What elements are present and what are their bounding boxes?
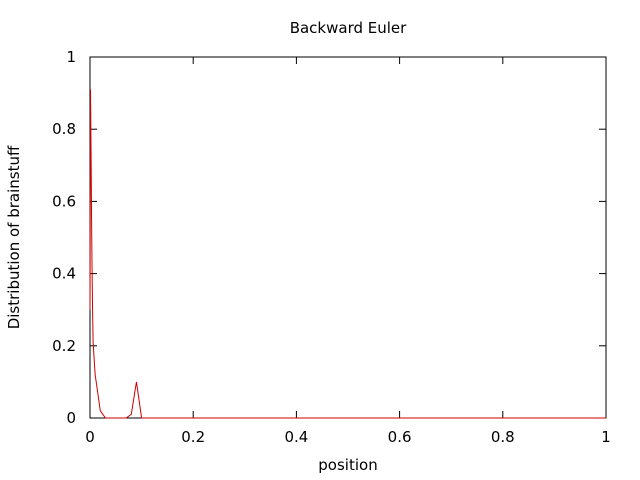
ticks-layer [89, 56, 607, 419]
x-tick-label-0: 0 [85, 428, 95, 446]
y-tick-label-4: 0.8 [52, 120, 76, 138]
y-tick-label-3: 0.6 [52, 192, 76, 210]
y-tick-label-5: 1 [66, 48, 76, 66]
x-tick-label-1: 0.2 [181, 428, 205, 446]
y-tick-label-2: 0.4 [52, 265, 76, 283]
x-tick-label-2: 0.4 [284, 428, 308, 446]
series-layer [89, 89, 606, 419]
y-tick-label-0: 0 [66, 409, 76, 427]
y-axis-label: Distribution of brainstuff [5, 145, 23, 329]
x-axis-label: position [318, 456, 377, 474]
labels-layer: 0 0.2 0.4 0.6 0.8 1 0 0.2 0.4 0.6 0.8 1 Backward Eul… [5, 19, 611, 474]
x-tick-label-3: 0.6 [388, 428, 412, 446]
y-tick-label-1: 0.2 [52, 337, 76, 355]
chart-title: Backward Euler [290, 19, 407, 37]
x-tick-label-5: 1 [601, 428, 611, 446]
x-tick-label-4: 0.8 [491, 428, 515, 446]
series-line-0 [89, 89, 606, 419]
